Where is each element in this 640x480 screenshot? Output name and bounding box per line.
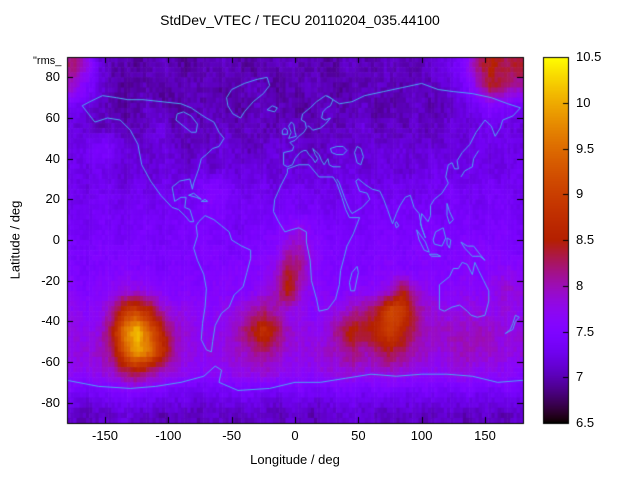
x-axis-label: Longitude / deg — [250, 452, 340, 467]
y-tick-label: -40 — [41, 313, 60, 329]
colorbar-tick-label: 7.5 — [576, 323, 595, 339]
y-tick-label: 20 — [45, 191, 60, 207]
x-tick-label: -150 — [91, 428, 119, 443]
x-tick-label: 100 — [410, 428, 433, 443]
key-label: "rms_ — [33, 55, 62, 67]
y-tick-label: 0 — [52, 232, 60, 247]
colorbar-tick-label: 6.5 — [576, 415, 595, 430]
colorbar-tick-label: 9 — [576, 186, 584, 202]
y-tick-label: 60 — [45, 110, 60, 125]
colorbar-tick-label: 10 — [576, 94, 591, 110]
x-tick-label: 0 — [291, 428, 299, 443]
colorbar-tick-label: 7 — [576, 369, 584, 385]
x-tick-label: -50 — [222, 428, 242, 443]
y-tick-label: 80 — [45, 69, 60, 85]
chart-title: StdDev_VTEC / TECU 20110204_035.44100 — [160, 12, 440, 28]
y-tick-label: -60 — [41, 354, 60, 369]
y-tick-label: -20 — [41, 272, 60, 288]
y-tick-label: -80 — [41, 394, 60, 410]
y-tick-label: 40 — [45, 150, 60, 166]
x-tick-label: -100 — [155, 428, 182, 443]
colorbar-tick-label: 8.5 — [576, 232, 595, 247]
x-tick-label: 150 — [474, 428, 496, 443]
x-tick-label: 50 — [351, 428, 366, 443]
colorbar-tick-label: 10.5 — [576, 49, 602, 64]
colorbar-tick-label: 8 — [576, 277, 584, 293]
colorbar-tick-label: 9.5 — [576, 140, 595, 156]
